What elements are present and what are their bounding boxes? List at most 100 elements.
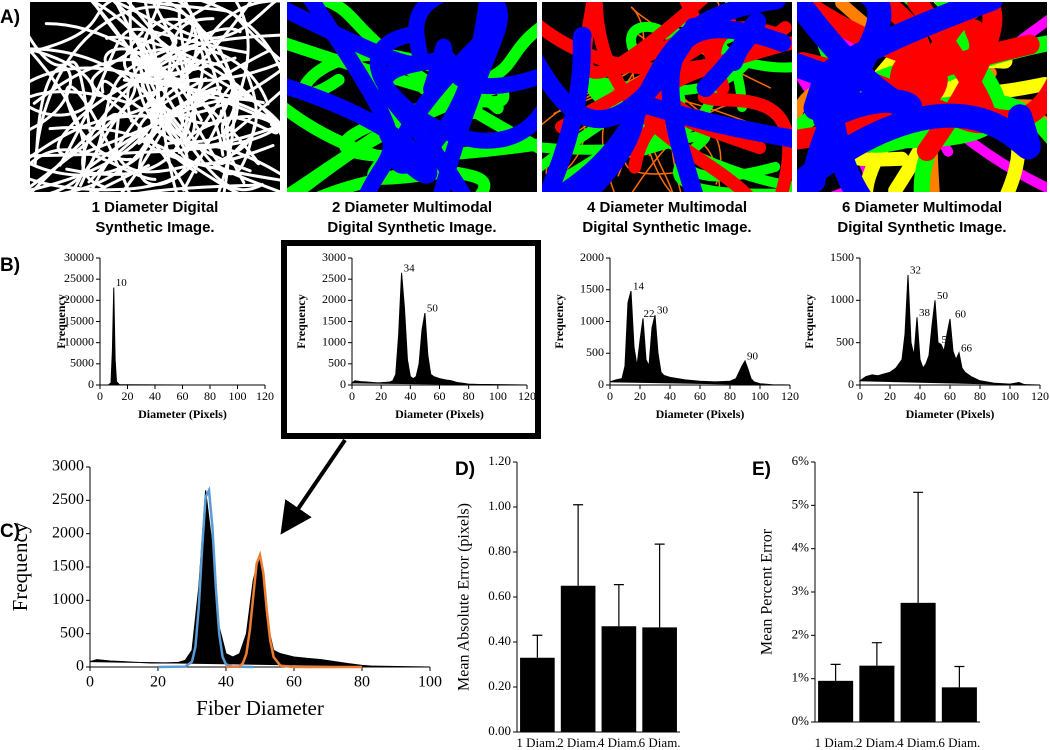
x-tick-label: 2 Diam. (856, 735, 898, 750)
y-axis-label: Mean Percent Error (759, 528, 776, 655)
error-bar (654, 543, 665, 628)
y-tick-label: 1% (792, 670, 810, 685)
fiber (369, 26, 537, 149)
x-tick-label: 60 (434, 389, 446, 403)
panel-label: A) (0, 7, 20, 28)
fiber (287, 2, 446, 72)
y-tick-label: 0 (76, 658, 84, 675)
fiber (30, 90, 130, 105)
fiber (137, 77, 280, 182)
error-bar (532, 634, 543, 658)
x-tick-label: 100 (489, 389, 507, 403)
y-tick-label: 0% (792, 713, 810, 728)
fit-curve (225, 550, 362, 669)
peak-label: 10 (116, 277, 128, 289)
x-axis-label: Fiber Diameter (196, 696, 324, 720)
y-tick-label: 4% (792, 540, 810, 555)
x-tick-label: 0 (349, 389, 355, 403)
fiber (91, 2, 280, 78)
x-axis-label: Diameter (Pixels) (138, 407, 227, 421)
y-tick-label: 1500 (52, 558, 84, 575)
x-tick-label: 4 Diam. (598, 735, 640, 750)
bar (520, 657, 555, 732)
fiber (191, 89, 225, 157)
y-tick-label: 2500 (322, 271, 346, 285)
x-tick-label: 100 (751, 389, 769, 403)
x-tick-label: 0 (97, 389, 103, 403)
x-tick-label: 40 (404, 389, 416, 403)
image-caption: Synthetic Image. (95, 219, 214, 236)
peak-label: 90 (747, 350, 759, 362)
fiber (30, 65, 73, 161)
y-tick-label: 1000 (52, 591, 84, 608)
fiber (138, 49, 271, 186)
peak-label: 14 (633, 281, 645, 293)
x-tick-label: 4 Diam. (897, 735, 939, 750)
fiber (137, 183, 260, 192)
x-tick-label: 20 (150, 674, 166, 691)
fiber (48, 126, 240, 192)
x-tick-label: 20 (375, 389, 387, 403)
peak-label: 66 (961, 342, 973, 354)
x-tick-label: 80 (974, 389, 986, 403)
y-tick-label: 1000 (580, 313, 604, 327)
y-tick-label: 20000 (64, 292, 94, 306)
x-tick-label: 80 (724, 389, 736, 403)
x-axis-label: Diameter (Pixels) (656, 407, 745, 421)
y-tick-label: 0.80 (488, 543, 511, 558)
fiber (216, 64, 280, 192)
fiber (100, 2, 160, 112)
histogram-area (100, 287, 265, 386)
y-tick-label: 2000 (322, 292, 346, 306)
histogram-area (858, 274, 1041, 386)
panel-label: E) (752, 459, 771, 480)
fiber (542, 26, 592, 192)
error-bar (830, 663, 841, 681)
y-tick-label: 0.00 (488, 723, 511, 738)
x-tick-label: 2 Diam. (557, 735, 599, 750)
peak-label: 22 (644, 308, 655, 320)
x-tick-label: 60 (944, 389, 956, 403)
fiber (200, 2, 280, 72)
x-tick-label: 40 (914, 389, 926, 403)
y-tick-label: 0 (88, 377, 94, 391)
peak-label: 50 (937, 290, 949, 302)
x-tick-label: 1 Diam. (516, 735, 558, 750)
y-axis-label: Frequency (552, 294, 566, 348)
fiber (183, 114, 280, 149)
x-tick-label: 60 (694, 389, 706, 403)
y-tick-label: 0.40 (488, 633, 511, 648)
y-tick-label: 5000 (70, 356, 94, 370)
y-tick-label: 25000 (64, 271, 94, 285)
x-tick-label: 20 (884, 389, 896, 403)
y-tick-label: 3% (792, 583, 810, 598)
fiber (126, 46, 270, 123)
panel-label: B) (0, 255, 20, 276)
histogram-area (609, 290, 791, 386)
x-tick-label: 80 (354, 674, 370, 691)
x-tick-label: 40 (664, 389, 676, 403)
y-tick-label: 500 (836, 334, 854, 348)
fiber (91, 163, 151, 192)
bar (560, 585, 596, 732)
y-tick-label: 500 (586, 345, 604, 359)
peak-label: 60 (955, 308, 967, 320)
x-tick-label: 100 (229, 389, 247, 403)
y-tick-label: 0.60 (488, 588, 511, 603)
y-tick-label: 1500 (580, 282, 604, 296)
y-tick-label: 2500 (52, 491, 84, 508)
y-tick-label: 2% (792, 626, 810, 641)
y-tick-label: 3000 (52, 458, 84, 475)
synthetic-image (797, 2, 1047, 192)
y-tick-label: 2000 (580, 250, 604, 264)
highlight-box (281, 240, 541, 439)
peak-label: 54 (942, 334, 954, 346)
synthetic-image (287, 2, 537, 192)
fiber (697, 90, 792, 192)
fiber (89, 2, 195, 192)
peak-label: 32 (910, 264, 921, 276)
image-caption: 2 Diameter Multimodal (332, 199, 492, 216)
error-bar (871, 642, 882, 666)
y-tick-label: 5% (792, 496, 810, 511)
fiber (30, 2, 113, 54)
